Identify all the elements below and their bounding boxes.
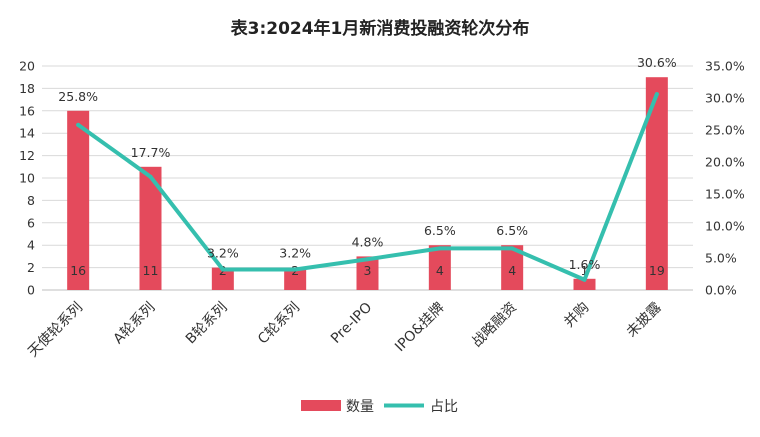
line-value-label: 3.2% — [207, 246, 239, 261]
legend-label-bar: 数量 — [346, 399, 374, 415]
line-value-label: 6.5% — [424, 223, 456, 238]
bar — [501, 245, 524, 290]
bar — [67, 110, 90, 290]
category-label: IPO&挂牌 — [391, 299, 447, 355]
line-point — [437, 246, 442, 251]
bar-value-label: 4 — [508, 263, 516, 278]
legend-label-line: 占比 — [430, 399, 458, 415]
line-value-labels: 25.8% 17.7% 3.2% 3.2% 4.8% 6.5% 6.5% 1.6% 30.6% — [58, 55, 676, 272]
line-value-label: 25.8% — [58, 89, 98, 104]
left-tick-label: 2 — [27, 260, 35, 275]
bar-series — [67, 77, 668, 290]
line-point — [220, 267, 225, 272]
left-tick-label: 16 — [19, 103, 35, 118]
bar-value-label: 1 — [581, 263, 589, 278]
legend-swatch-bar — [301, 400, 341, 411]
bar — [284, 267, 307, 290]
category-label: A轮系列 — [111, 300, 159, 348]
right-axis-ticks: 0.0% 5.0% 10.0% 15.0% 20.0% 25.0% 30.0% 35.0% — [705, 59, 745, 298]
left-tick-label: 18 — [19, 81, 35, 96]
category-label: 战略融资 — [469, 300, 520, 351]
category-label: Pre-IPO — [328, 300, 375, 347]
bar-value-label: 11 — [143, 263, 159, 278]
line-point — [76, 122, 81, 127]
left-tick-label: 0 — [27, 283, 35, 298]
left-tick-label: 6 — [27, 215, 35, 230]
right-tick-label: 20.0% — [705, 155, 745, 170]
bar-value-label: 3 — [364, 263, 372, 278]
right-tick-label: 15.0% — [705, 187, 745, 202]
left-tick-label: 14 — [19, 126, 35, 141]
category-label: 未披露 — [624, 300, 665, 341]
bar — [211, 267, 234, 290]
bar-value-label: 16 — [70, 263, 86, 278]
right-tick-label: 25.0% — [705, 123, 745, 138]
left-tick-label: 12 — [19, 148, 35, 163]
right-tick-label: 10.0% — [705, 219, 745, 234]
line-point — [510, 246, 515, 251]
chart-title: 表3:2024年1月新消费投融资轮次分布 — [231, 18, 530, 39]
bar — [428, 245, 451, 290]
line-point — [582, 277, 587, 282]
line-point — [148, 174, 153, 179]
line-path — [76, 92, 659, 282]
category-label: B轮系列 — [183, 300, 231, 348]
right-tick-label: 30.0% — [705, 91, 745, 106]
legend: 数量 占比 — [301, 399, 458, 415]
line-value-label: 1.6% — [569, 257, 601, 272]
line-value-label: 30.6% — [637, 55, 677, 70]
bar-value-label: 19 — [649, 263, 665, 278]
line-value-label: 3.2% — [279, 246, 311, 261]
bar — [356, 256, 379, 290]
right-tick-label: 0.0% — [705, 283, 737, 298]
left-tick-label: 20 — [19, 59, 35, 74]
category-label: C轮系列 — [255, 300, 303, 348]
left-tick-label: 10 — [19, 171, 35, 186]
bar — [645, 77, 668, 290]
right-tick-label: 5.0% — [705, 251, 737, 266]
left-tick-label: 8 — [27, 193, 35, 208]
bar — [573, 278, 596, 290]
line-point — [654, 92, 659, 97]
right-tick-label: 35.0% — [705, 59, 745, 74]
bar — [139, 166, 162, 290]
left-axis-ticks: 0 2 4 6 8 10 12 14 16 18 20 — [19, 59, 35, 298]
category-label: 并购 — [561, 300, 592, 331]
line-value-label: 6.5% — [496, 223, 528, 238]
category-labels: 天使轮系列 A轮系列 B轮系列 C轮系列 Pre-IPO IPO&挂牌 战略融资 并购 未披露 — [24, 299, 664, 361]
category-label: 天使轮系列 — [24, 299, 86, 361]
line-point — [293, 267, 298, 272]
line-series — [76, 92, 659, 282]
left-tick-label: 4 — [27, 238, 35, 253]
line-point — [365, 257, 370, 262]
bar-value-label: 4 — [436, 263, 444, 278]
line-value-label: 4.8% — [352, 234, 384, 249]
line-value-label: 17.7% — [131, 145, 171, 160]
